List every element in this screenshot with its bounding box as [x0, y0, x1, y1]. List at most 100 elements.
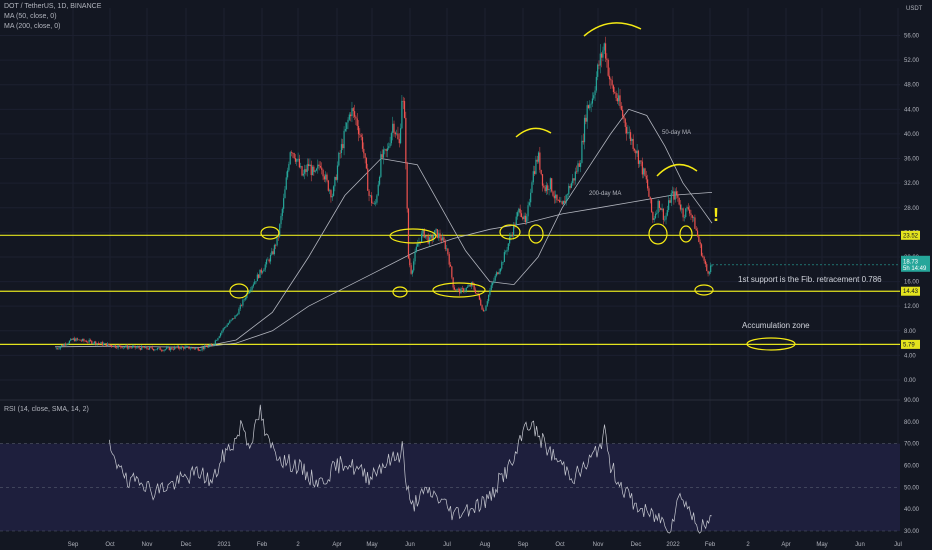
candle-body — [675, 191, 678, 196]
candle-body — [283, 198, 285, 209]
candle-body — [633, 148, 636, 151]
price-tick-label: 0.00 — [904, 378, 916, 384]
candle-body — [435, 229, 437, 231]
candle-body — [242, 299, 244, 306]
candle-body — [653, 218, 655, 221]
candle-body — [116, 347, 118, 349]
candle-body — [367, 168, 369, 191]
candle-body — [134, 345, 136, 348]
rsi-legend[interactable]: RSI (14, close, SMA, 14, 2) — [4, 406, 89, 413]
candle-body — [465, 287, 467, 291]
candle-body — [251, 286, 253, 290]
candle-body — [455, 289, 457, 291]
candle-body — [300, 166, 302, 168]
candle-body — [304, 169, 306, 174]
time-tick-label: 2 — [746, 542, 750, 548]
candle-body — [279, 224, 281, 237]
candle-body — [314, 170, 316, 172]
ma200-line — [199, 192, 713, 348]
candle-body — [683, 217, 686, 218]
candle-body — [606, 58, 608, 60]
candle-body — [93, 341, 96, 344]
rsi-tick-label: 30.00 — [904, 529, 920, 535]
candle-body — [183, 347, 185, 349]
candle-body — [156, 348, 159, 350]
candle-body — [612, 85, 615, 93]
rsi-axis: 90.00 80.00 70.00 60.00 50.00 40.00 30.00 — [904, 398, 920, 535]
candle-body — [223, 327, 226, 329]
candle-body — [218, 336, 220, 339]
candle-body — [127, 347, 130, 349]
candle-body — [335, 176, 337, 180]
candle-body — [60, 345, 63, 347]
candle-body — [640, 160, 642, 162]
candle-body — [347, 119, 349, 123]
candle-body — [501, 262, 503, 269]
candle-body — [191, 347, 193, 349]
time-axis[interactable]: Sep Oct Nov Dec 2021 Feb 2 Apr May Jun Jul Aug Sep Oc… — [68, 542, 902, 548]
candle-body — [343, 130, 345, 149]
candle-body — [272, 251, 274, 255]
ma50-line — [54, 108, 713, 348]
candle-body — [179, 348, 181, 349]
annotation-ellipse — [432, 282, 486, 298]
candle-body — [700, 244, 703, 256]
candle-body — [380, 154, 382, 177]
candle-body — [281, 208, 283, 217]
ma50-note: 50-day MA — [662, 130, 691, 136]
candle-body — [661, 208, 663, 210]
candle-body — [618, 95, 620, 102]
candle-body — [555, 194, 557, 199]
candle-body — [275, 245, 277, 246]
candle-body — [690, 213, 692, 216]
candle-body — [544, 187, 546, 192]
symbol-legend[interactable]: DOT / TetherUS, 1D, BINANCE — [4, 3, 102, 10]
candle-body — [635, 150, 637, 154]
candle-body — [248, 291, 251, 294]
candle-body — [364, 153, 366, 159]
candle-body — [526, 216, 528, 223]
candle-body — [541, 174, 544, 186]
candle-body — [439, 233, 441, 239]
candle-body — [628, 132, 630, 133]
annotation-ellipse — [229, 283, 249, 299]
candle-body — [105, 343, 107, 347]
candle-body — [264, 264, 266, 270]
candle-body — [505, 251, 507, 253]
candle-body — [480, 299, 482, 306]
candle-body — [346, 122, 348, 130]
time-tick-label: Sep — [518, 542, 529, 548]
candle-body — [373, 203, 375, 205]
time-tick-label: Aug — [480, 542, 491, 548]
candle-body — [490, 285, 492, 290]
candle-body — [352, 108, 354, 112]
candle-body — [519, 208, 521, 214]
ma50-legend[interactable]: MA (50, close, 0) — [4, 13, 57, 20]
ma200-legend[interactable]: MA (200, close, 0) — [4, 23, 61, 30]
candle-body — [289, 152, 291, 165]
candle-body — [250, 289, 252, 292]
candle-body — [497, 272, 499, 275]
candle-body — [139, 348, 142, 350]
candle-body — [566, 194, 569, 196]
last-price-value: 18.73 — [903, 259, 919, 265]
candle-body — [163, 349, 165, 351]
annotation-ellipse — [392, 286, 408, 298]
candle-body — [568, 185, 570, 195]
candle-body — [167, 347, 169, 348]
price-tick-label: 48.00 — [904, 83, 920, 89]
candle-body — [160, 350, 163, 351]
candle-body — [376, 195, 378, 203]
candle-body — [522, 216, 524, 220]
candle-body — [619, 95, 621, 107]
candle-body — [509, 236, 511, 244]
candle-body — [225, 326, 227, 328]
candle-body — [622, 109, 624, 117]
candle-body — [204, 345, 206, 349]
candle-body — [150, 347, 152, 348]
candle-body — [117, 345, 119, 349]
candle-body — [197, 347, 199, 351]
candle-body — [534, 171, 536, 174]
candle-body — [679, 204, 682, 210]
